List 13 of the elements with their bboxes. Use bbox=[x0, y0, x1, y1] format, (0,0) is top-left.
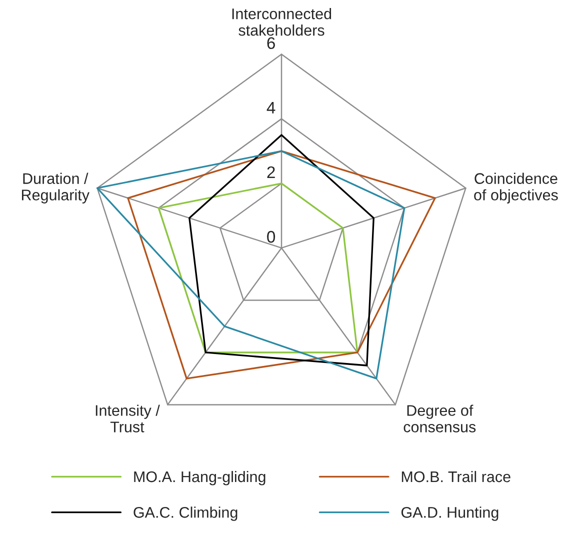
legend-label: MO.B. Trail race bbox=[402, 470, 510, 482]
spoke-label: Interconnected stakeholders bbox=[232, 8, 332, 36]
spoke-label: Coincidence of objectives bbox=[474, 172, 558, 204]
y-tick-label: 6 bbox=[267, 37, 275, 50]
spoke-label: Intensity / Trust bbox=[96, 404, 160, 432]
y-tick-label: 0 bbox=[267, 230, 276, 243]
legend-label: GA.D. Hunting bbox=[401, 506, 498, 521]
legend-label: MO.A. Hang-gliding bbox=[134, 470, 266, 486]
y-tick-label: 2 bbox=[267, 166, 275, 178]
y-tick-label: 4 bbox=[266, 102, 276, 114]
legend-label: GA.C. Climbing bbox=[134, 506, 238, 521]
spoke-label: Degree of consensus bbox=[404, 404, 476, 432]
spoke-label: Duration / Regularity bbox=[22, 172, 90, 204]
